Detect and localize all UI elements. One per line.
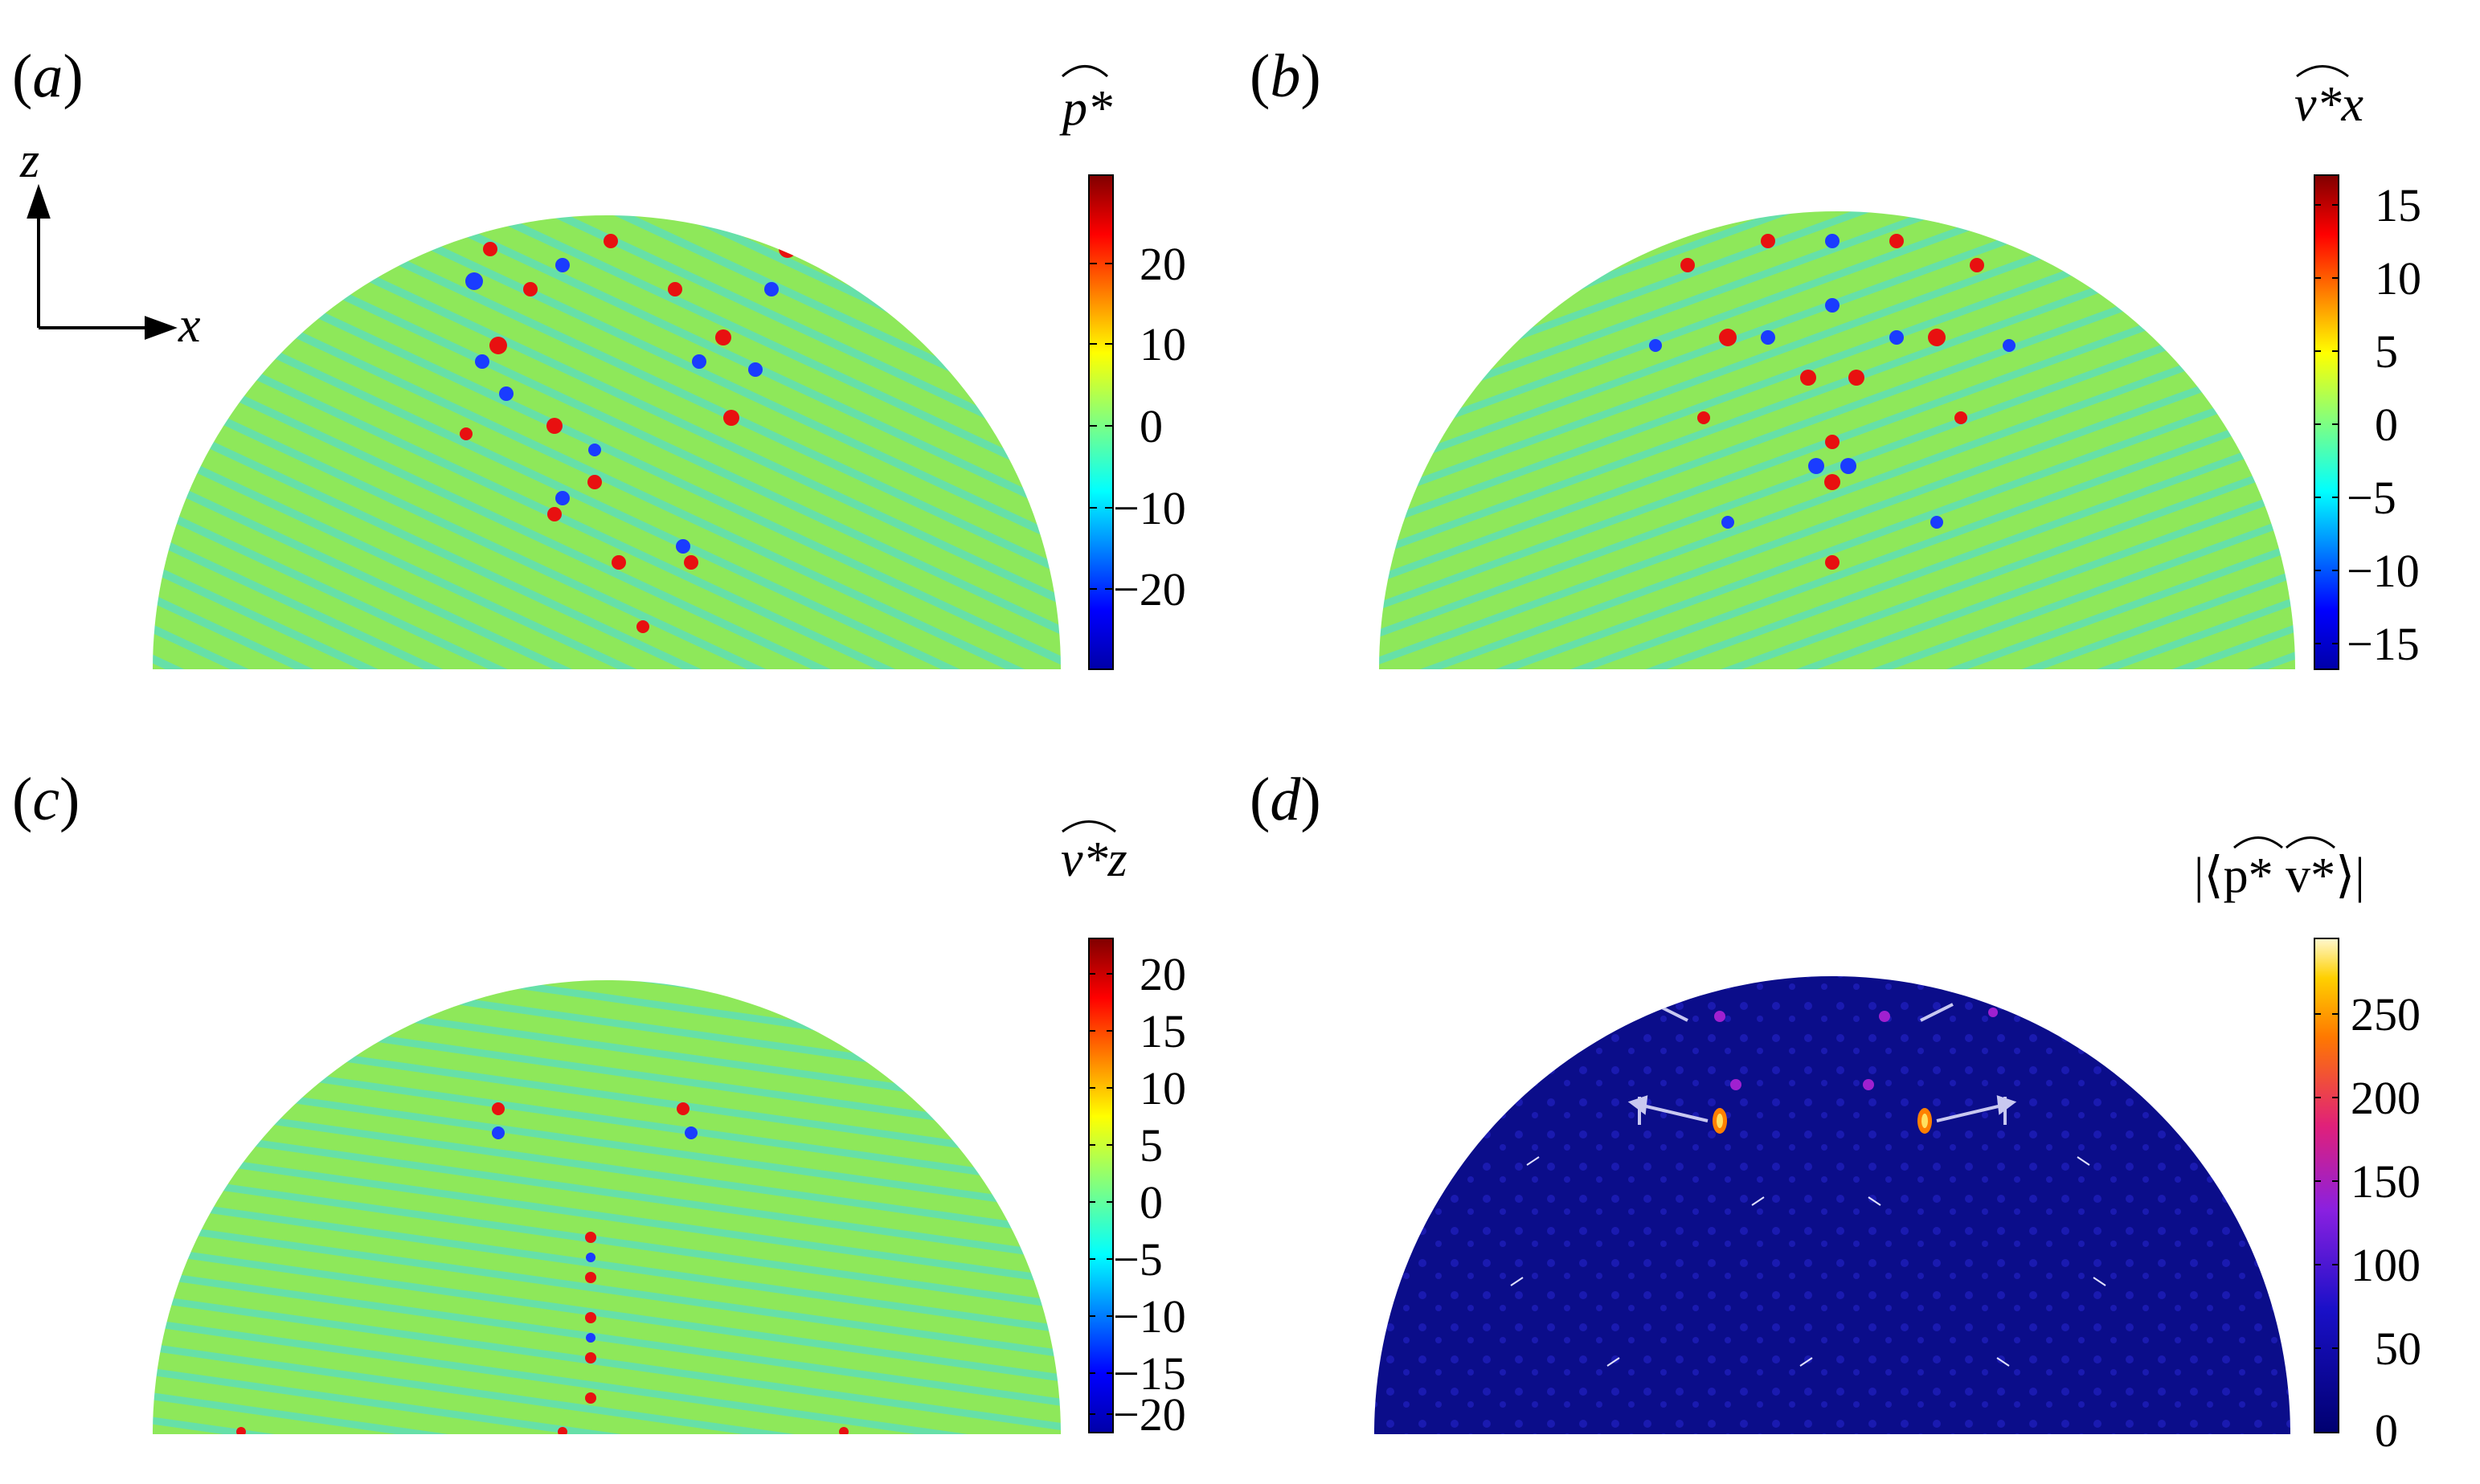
colorbar-title-a-text: p*	[1059, 81, 1112, 136]
colorbar-title-c-text: v*z	[1061, 832, 1127, 887]
cb-d-tick: 250	[2351, 988, 2421, 1040]
field-plot-b	[1379, 211, 2295, 669]
axis-label-z: z	[19, 133, 39, 188]
cb-c-tick: 10	[1140, 1062, 1186, 1114]
panel-label-c: (c)	[12, 766, 80, 833]
colorbar-title-b: v*x	[2294, 65, 2364, 132]
cb-a-tick: −20	[1113, 563, 1186, 615]
cb-b-tick: 0	[2375, 399, 2398, 451]
cb-c-tick: 20	[1140, 948, 1186, 1000]
cb-b-tick: −10	[2347, 545, 2420, 597]
cb-b-tick: 15	[2375, 179, 2421, 231]
panel-tag-b: b	[1270, 43, 1300, 110]
panel-tag-a: a	[32, 43, 63, 110]
cb-d-tick: 100	[2351, 1239, 2421, 1291]
cb-c-tick: −15	[1113, 1347, 1186, 1400]
colorbar-title-d: |⟨p* v*⟩|	[2194, 836, 2365, 903]
axis-indicator	[27, 183, 178, 340]
cb-c-tick: 0	[1140, 1176, 1163, 1228]
cb-a-tick: 0	[1140, 400, 1163, 452]
cb-d-tick: 150	[2351, 1155, 2421, 1208]
panel-label-d: (d)	[1250, 766, 1321, 833]
cb-a-tick: 20	[1140, 238, 1186, 290]
field-plot-d	[1374, 976, 2290, 1434]
cb-c-tick: 15	[1140, 1005, 1186, 1057]
cb-b-tick: 5	[2375, 325, 2398, 378]
colorbar-a	[1088, 174, 1114, 670]
cb-c-tick: −20	[1113, 1388, 1186, 1441]
cb-c-tick: −5	[1113, 1233, 1163, 1286]
cb-d-tick: 50	[2375, 1323, 2421, 1375]
panel-label-b: (b)	[1250, 43, 1321, 110]
colorbar-c	[1088, 938, 1114, 1433]
colorbar-title-c: v*z	[1061, 820, 1127, 887]
cb-b-tick: −5	[2347, 472, 2396, 524]
colorbar-title-a: p*	[1059, 65, 1112, 136]
colorbar-d	[2314, 938, 2339, 1433]
panel-tag-c: c	[32, 766, 59, 833]
cb-c-tick: 5	[1140, 1119, 1163, 1171]
field-plot-a	[153, 215, 1061, 669]
colorbar-title-b-text: v*x	[2294, 77, 2364, 132]
colorbar-title-d-text: |⟨p* v*⟩|	[2194, 848, 2365, 903]
cb-b-tick: 10	[2375, 252, 2421, 305]
cb-c-tick: −10	[1113, 1290, 1186, 1343]
cb-a-tick: −10	[1113, 482, 1186, 534]
cb-a-tick: 10	[1140, 318, 1186, 370]
field-plot-c	[153, 980, 1061, 1434]
cb-b-tick: −15	[2347, 618, 2420, 670]
panel-tag-d: d	[1270, 766, 1301, 833]
cb-d-tick: 200	[2351, 1072, 2421, 1124]
cb-d-tick: 0	[2375, 1404, 2398, 1457]
axis-label-x: x	[178, 298, 201, 353]
panel-label-a: (a)	[12, 43, 84, 110]
colorbar-b	[2314, 174, 2339, 670]
